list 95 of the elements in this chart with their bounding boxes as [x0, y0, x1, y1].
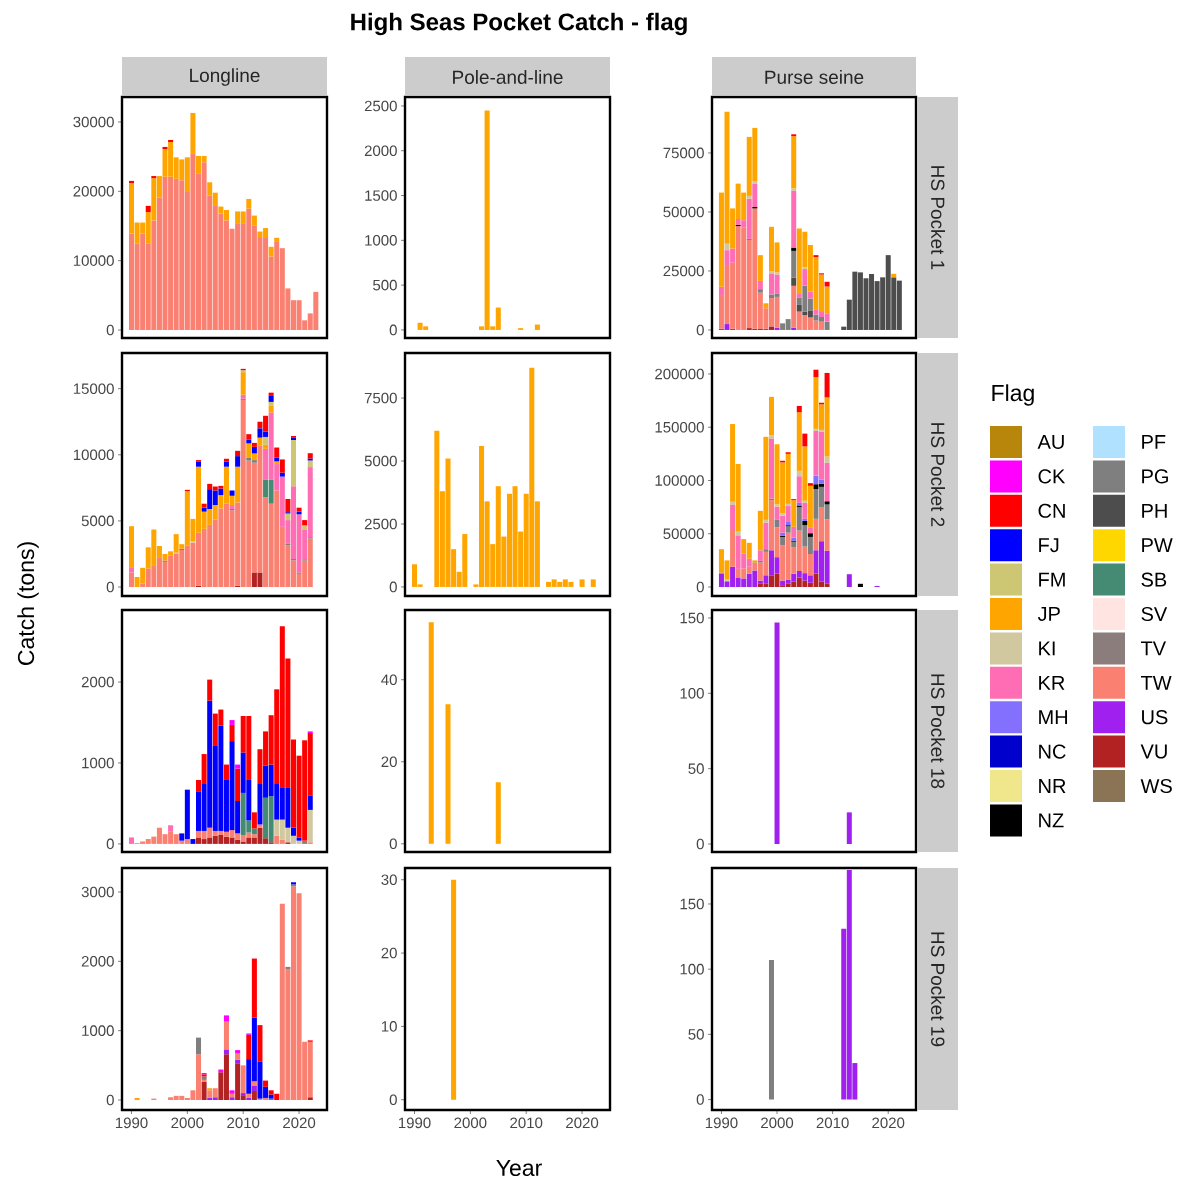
y-tick-label: 2500 — [364, 100, 397, 112]
y-tick-label: 5000 — [81, 515, 114, 527]
legend-label: MH — [1039, 710, 1068, 725]
y-tick-label: 2000 — [81, 676, 114, 688]
legend-label: PF — [1142, 435, 1166, 449]
y-tick-label: 3000 — [81, 886, 114, 898]
legend-label: CN — [1038, 503, 1065, 518]
y-tick-label: 10 — [381, 1021, 397, 1032]
y-tick-label: 20 — [381, 947, 397, 959]
text: HS Pocket 1 — [931, 166, 945, 270]
y-tick-label: 10000 — [73, 255, 114, 266]
text: HS Pocket 19 — [931, 932, 945, 1047]
y-tick-label: 2000 — [81, 956, 114, 967]
x-tick-label: 2000 — [171, 1117, 204, 1129]
legend-label: TV — [1141, 641, 1167, 656]
y-tick-label: 0 — [389, 1094, 397, 1106]
y-tick-label: 50 — [688, 1029, 704, 1040]
y-axis-title: Catch (tons) — [17, 542, 39, 665]
y-tick-label: 7500 — [364, 392, 397, 404]
chart-subtitle: Longline — [190, 68, 260, 86]
legend-label: KI — [1039, 641, 1055, 656]
legend-label: PW — [1142, 538, 1173, 553]
y-tick-label: 1000 — [365, 235, 397, 246]
y-tick-label: 100 — [680, 688, 704, 699]
legend-label: WS — [1140, 778, 1172, 794]
x-tick-label: 2000 — [454, 1117, 487, 1129]
y-tick-label: 30 — [381, 874, 397, 886]
legend-title: Flag — [992, 384, 1034, 406]
y-tick-label: 0 — [106, 838, 114, 850]
y-tick-label: 10000 — [73, 449, 114, 461]
x-tick-label: 2020 — [566, 1117, 599, 1129]
x-axis-title: Year — [496, 1159, 542, 1177]
y-tick-label: 15000 — [73, 383, 114, 394]
chart-subtitle: Pole-and-line — [453, 70, 563, 84]
y-tick-label: 1500 — [365, 190, 397, 201]
y-tick-label: 150000 — [655, 421, 704, 433]
y-tick-label: 150 — [680, 612, 704, 624]
y-tick-label: 1000 — [82, 1025, 114, 1036]
y-tick-label: 0 — [389, 838, 397, 850]
legend-label: NR — [1039, 779, 1066, 793]
y-tick-label: 30000 — [73, 116, 114, 128]
y-tick-label: 2000 — [364, 145, 397, 157]
text: HS Pocket 18 — [931, 674, 945, 789]
y-tick-label: 0 — [389, 581, 397, 593]
y-tick-label: 0 — [696, 1094, 704, 1105]
y-tick-label: 100 — [680, 963, 704, 975]
x-tick-label: 1990 — [705, 1117, 738, 1129]
y-tick-label: 0 — [106, 324, 114, 336]
legend-label: SB — [1141, 572, 1167, 587]
legend-label: NC — [1039, 744, 1066, 759]
x-tick-label: 2020 — [283, 1117, 316, 1129]
x-tick-label: 2010 — [227, 1117, 260, 1129]
x-tick-label: 1990 — [115, 1117, 148, 1129]
x-tick-label: 2010 — [510, 1117, 543, 1129]
y-tick-label: 2500 — [364, 518, 397, 530]
x-tick-label: 2010 — [816, 1117, 849, 1129]
y-tick-label: 1000 — [82, 757, 114, 769]
y-tick-label: 0 — [106, 581, 114, 593]
y-tick-label: 150 — [680, 898, 704, 910]
y-tick-label: 5000 — [364, 455, 397, 467]
x-tick-label: 1990 — [398, 1117, 431, 1129]
y-tick-label: 100000 — [655, 475, 704, 486]
legend-label: CK — [1038, 469, 1066, 484]
chart-subtitle: Purse seine — [765, 70, 864, 84]
y-tick-label: 20 — [381, 756, 397, 768]
chart-title: High Seas Pocket Catch - flag — [351, 12, 687, 36]
legend-label: JP — [1037, 607, 1060, 621]
legend-label: US — [1142, 710, 1168, 725]
y-tick-label: 0 — [106, 1094, 114, 1106]
x-tick-label: 2020 — [872, 1117, 905, 1129]
y-tick-label: 0 — [696, 838, 704, 850]
y-tick-label: 50 — [688, 763, 704, 774]
legend-label: KR — [1039, 675, 1065, 690]
y-tick-label: 500 — [373, 279, 397, 291]
legend-label: FM — [1039, 572, 1065, 587]
legend-label: NZ — [1039, 813, 1064, 828]
y-tick-label: 25000 — [663, 265, 704, 277]
y-tick-label: 50000 — [663, 528, 704, 540]
y-tick-label: 0 — [696, 581, 704, 593]
legend-label: FJ — [1039, 538, 1059, 553]
legend-label: VU — [1140, 744, 1167, 759]
y-tick-label: 0 — [389, 324, 397, 336]
legend-label: PH — [1142, 503, 1167, 518]
legend-label: TW — [1141, 675, 1172, 690]
legend-label: AU — [1037, 435, 1064, 449]
legend-label: SV — [1141, 606, 1168, 622]
x-tick-label: 2000 — [761, 1117, 794, 1129]
y-tick-label: 0 — [696, 324, 704, 336]
y-tick-label: 40 — [381, 674, 397, 686]
y-tick-label: 20000 — [73, 186, 114, 197]
legend-label: PG — [1142, 469, 1168, 484]
text: HS Pocket 2 — [931, 423, 945, 527]
y-tick-label: 200000 — [655, 368, 704, 380]
y-tick-label: 50000 — [663, 206, 704, 218]
y-tick-label: 75000 — [663, 147, 704, 159]
